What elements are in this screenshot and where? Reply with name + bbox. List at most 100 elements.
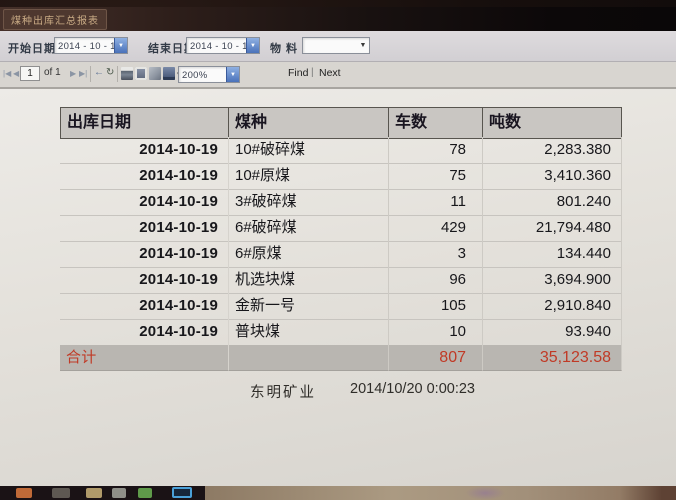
- material-combobox[interactable]: ▼: [302, 37, 370, 54]
- cell-coal: 普块煤: [228, 319, 388, 346]
- taskbar-app-icon[interactable]: [86, 488, 102, 498]
- taskbar-app-icon[interactable]: [52, 488, 70, 498]
- window-title: 煤种出库汇总报表: [3, 8, 107, 30]
- cell-trucks: 105: [388, 293, 482, 320]
- cell-trucks: 3: [388, 241, 482, 268]
- end-date-label: 结束日期: [148, 43, 196, 55]
- report-footer-company: 东明矿业: [250, 385, 316, 401]
- zoom-combobox[interactable]: 200% ▼: [178, 66, 240, 83]
- cell-coal: 机选块煤: [228, 267, 388, 294]
- cell-date: 2014-10-19: [60, 163, 228, 190]
- cell-date: 2014-10-19: [60, 189, 228, 216]
- material-value: [303, 38, 357, 53]
- page-number-input[interactable]: [20, 66, 40, 81]
- table-row: 2014-10-19 6#原煤 3 134.440: [60, 241, 622, 268]
- next-page-icon[interactable]: ▶: [70, 69, 77, 78]
- cell-date: 2014-10-19: [60, 267, 228, 294]
- total-empty-cell: [228, 345, 388, 371]
- start-date-value: 2014 - 10 - 19: [58, 41, 114, 52]
- taskbar: [0, 486, 676, 500]
- chevron-down-icon[interactable]: ▼: [359, 42, 367, 49]
- export-icon[interactable]: [163, 67, 175, 80]
- print-icon[interactable]: [121, 67, 133, 80]
- page-count-label: of 1: [44, 67, 61, 78]
- taskbar-app-icon[interactable]: [16, 488, 32, 498]
- table-row: 2014-10-19 普块煤 10 93.940: [60, 319, 622, 346]
- print-layout-icon[interactable]: [135, 67, 147, 80]
- cell-trucks: 75: [388, 163, 482, 190]
- app-window: 开始日期 2014 - 10 - 19 ▼ 结束日期 2014 - 10 - 1…: [0, 31, 676, 489]
- total-row: 合计 807 35,123.58: [60, 345, 622, 371]
- back-icon[interactable]: ←: [94, 67, 104, 78]
- cell-trucks: 429: [388, 215, 482, 242]
- end-date-combobox[interactable]: 2014 - 10 - 19 ▼: [186, 37, 260, 54]
- window-titlebar: 煤种出库汇总报表: [0, 7, 676, 31]
- zoom-value: 200%: [182, 70, 208, 81]
- cell-trucks: 96: [388, 267, 482, 294]
- table-row: 2014-10-19 机选块煤 96 3,694.900: [60, 267, 622, 294]
- cell-tons: 3,694.900: [482, 267, 622, 294]
- cell-date: 2014-10-19: [60, 241, 228, 268]
- table-row: 2014-10-19 3#破碎煤 11 801.240: [60, 189, 622, 216]
- table-row: 2014-10-19 6#破碎煤 429 21,794.480: [60, 215, 622, 242]
- chevron-down-icon[interactable]: ▼: [246, 38, 259, 53]
- table-row: 2014-10-19 金新一号 105 2,910.840: [60, 293, 622, 320]
- page-setup-icon[interactable]: [149, 67, 161, 80]
- total-trucks: 807: [388, 345, 482, 371]
- cell-tons: 3,410.360: [482, 163, 622, 190]
- column-header-date: 出库日期: [60, 107, 228, 139]
- cell-coal: 10#原煤: [228, 163, 388, 190]
- cell-tons: 93.940: [482, 319, 622, 346]
- cell-tons: 134.440: [482, 241, 622, 268]
- cell-coal: 6#原煤: [228, 241, 388, 268]
- cell-tons: 2,910.840: [482, 293, 622, 320]
- cell-tons: 2,283.380: [482, 137, 622, 164]
- desk-surface: [205, 486, 676, 500]
- report-table: 出库日期 煤种 车数 吨数 2014-10-19 10#破碎煤 78 2,283…: [60, 107, 622, 371]
- find-link[interactable]: Find: [288, 67, 309, 79]
- end-date-value: 2014 - 10 - 19: [190, 41, 246, 52]
- taskbar-app-icon[interactable]: [112, 488, 126, 498]
- cell-trucks: 11: [388, 189, 482, 216]
- cell-coal: 3#破碎煤: [228, 189, 388, 216]
- taskbar-app-icon[interactable]: [172, 487, 192, 498]
- total-tons: 35,123.58: [482, 345, 622, 371]
- last-page-icon[interactable]: ▶|: [79, 69, 88, 78]
- column-header-tons: 吨数: [482, 107, 622, 139]
- filter-bar: 开始日期 2014 - 10 - 19 ▼ 结束日期 2014 - 10 - 1…: [0, 31, 676, 62]
- refresh-icon[interactable]: ↻: [106, 67, 115, 78]
- desk-reflection: [465, 486, 505, 500]
- cell-trucks: 78: [388, 137, 482, 164]
- cell-trucks: 10: [388, 319, 482, 346]
- total-label: 合计: [60, 345, 228, 371]
- cell-tons: 801.240: [482, 189, 622, 216]
- toolbar-separator: [90, 66, 91, 82]
- reportviewer-toolbar: |◀ ◀ of 1 ▶ ▶| ← ↻ ▾ 200% ▼ Find | Next: [0, 62, 676, 89]
- taskbar-app-icon[interactable]: [138, 488, 152, 498]
- cell-date: 2014-10-19: [60, 319, 228, 346]
- cell-tons: 21,794.480: [482, 215, 622, 242]
- report-footer-timestamp: 2014/10/20 0:00:23: [350, 381, 475, 397]
- chevron-down-icon[interactable]: ▼: [226, 67, 239, 82]
- column-header-trucks: 车数: [388, 107, 482, 139]
- cell-coal: 6#破碎煤: [228, 215, 388, 242]
- start-date-label: 开始日期: [8, 43, 56, 55]
- material-label: 物 料: [270, 43, 299, 55]
- chevron-down-icon[interactable]: ▼: [114, 38, 127, 53]
- column-header-coal: 煤种: [228, 107, 388, 139]
- first-page-icon[interactable]: |◀: [3, 69, 12, 78]
- find-next-separator: |: [311, 67, 314, 78]
- start-date-combobox[interactable]: 2014 - 10 - 19 ▼: [54, 37, 128, 54]
- toolbar-separator: [117, 66, 118, 82]
- table-row: 2014-10-19 10#破碎煤 78 2,283.380: [60, 137, 622, 164]
- table-row: 2014-10-19 10#原煤 75 3,410.360: [60, 163, 622, 190]
- prev-page-icon[interactable]: ◀: [13, 69, 20, 78]
- cell-date: 2014-10-19: [60, 215, 228, 242]
- next-link[interactable]: Next: [319, 67, 341, 79]
- cell-date: 2014-10-19: [60, 293, 228, 320]
- cell-date: 2014-10-19: [60, 137, 228, 164]
- cell-coal: 10#破碎煤: [228, 137, 388, 164]
- report-page: 出库日期 煤种 车数 吨数 2014-10-19 10#破碎煤 78 2,283…: [0, 89, 676, 489]
- table-header-row: 出库日期 煤种 车数 吨数: [60, 107, 622, 139]
